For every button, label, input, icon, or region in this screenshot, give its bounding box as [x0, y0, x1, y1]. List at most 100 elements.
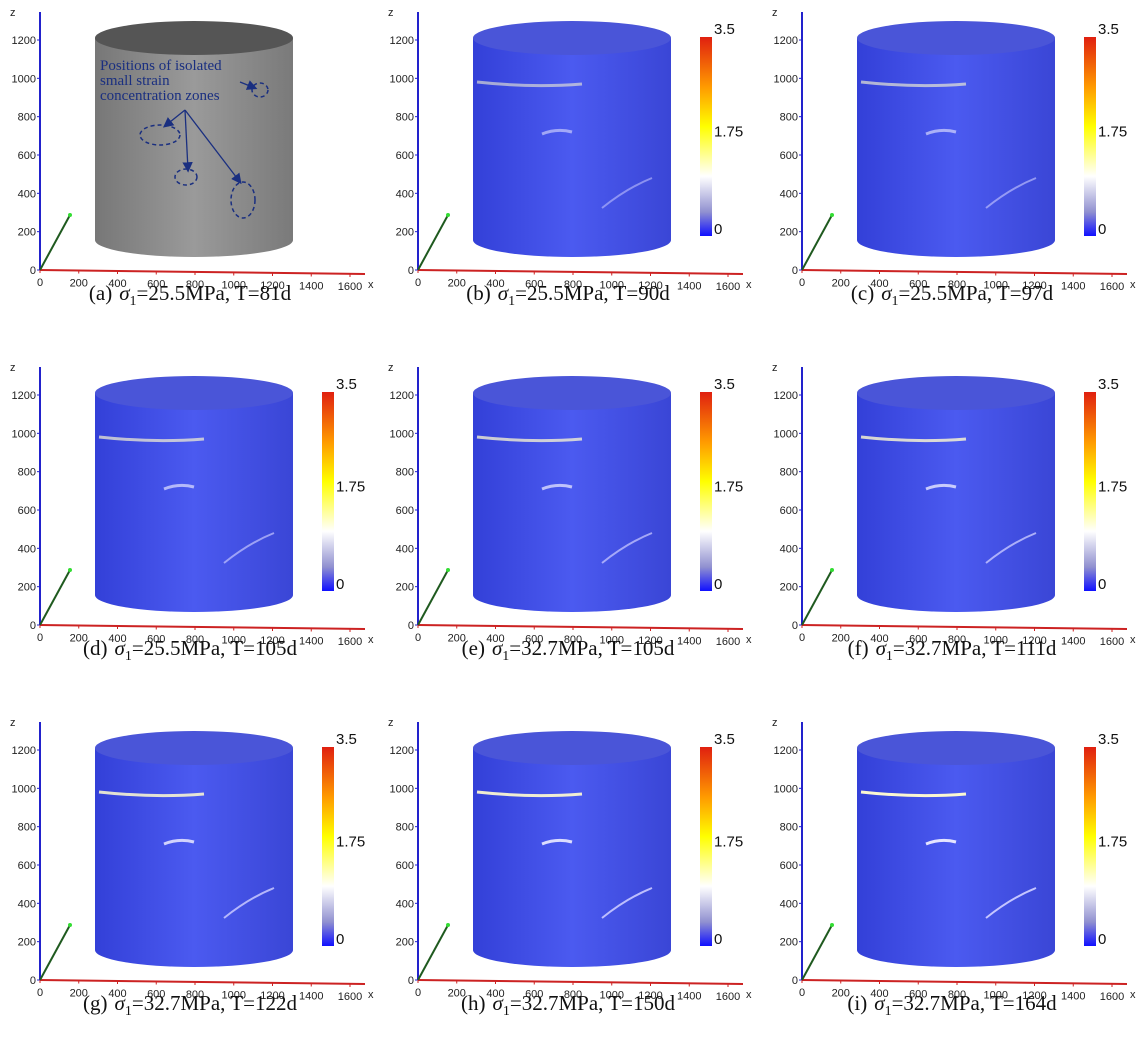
z-tick-label: 1000: [12, 783, 36, 795]
z-tick-label: 1000: [774, 783, 798, 795]
caption-condition: =25.5MPa, T=105d: [132, 636, 298, 660]
panel: 3.51.750zx020040060080010001200020040060…: [10, 717, 374, 1019]
z-tick-label: 400: [18, 898, 36, 910]
x-axis-label: x: [368, 279, 374, 291]
y-axis: [40, 925, 70, 980]
z-tick-label: 200: [18, 937, 36, 949]
y-axis: [802, 925, 832, 980]
x-tick-label: 1600: [338, 991, 362, 1003]
x-tick-label: 1400: [1061, 991, 1085, 1003]
z-tick-label: 200: [780, 227, 798, 239]
y-axis-tip: [830, 923, 834, 927]
z-tick-label: 600: [18, 505, 36, 517]
x-tick-label: 1400: [1061, 636, 1085, 648]
z-tick-label: 1000: [390, 783, 414, 795]
caption: (e)σ1=32.7MPa, T=105d: [462, 636, 675, 664]
caption-label: (i): [847, 991, 867, 1015]
colorbar-mid-label: 1.75: [714, 479, 743, 496]
caption-label: (g): [83, 991, 108, 1015]
caption: (f)σ1=32.7MPa, T=111d: [848, 636, 1057, 664]
x-axis-label: x: [368, 634, 374, 646]
z-tick-label: 200: [396, 582, 414, 594]
caption-condition: =32.7MPa, T=164d: [892, 991, 1058, 1015]
colorbar-max-label: 3.5: [1098, 731, 1119, 748]
x-tick-label: 1400: [1061, 281, 1085, 293]
colorbar-min-label: 0: [714, 221, 722, 238]
z-axis-label: z: [388, 717, 394, 729]
cylinder-top: [473, 731, 671, 765]
caption-condition: =32.7MPa, T=105d: [509, 636, 675, 660]
z-axis-label: z: [772, 7, 778, 19]
cylinder-top: [95, 21, 293, 55]
z-tick-label: 800: [18, 467, 36, 479]
cylinder-top: [473, 376, 671, 410]
colorbar-max-label: 3.5: [1098, 376, 1119, 393]
x-axis: [40, 980, 365, 984]
x-tick-label: 200: [832, 278, 850, 290]
colorbar-mid-label: 1.75: [1098, 124, 1127, 141]
z-tick-label: 1200: [774, 390, 798, 402]
y-axis: [418, 925, 448, 980]
caption-condition: =32.7MPa, T=111d: [893, 636, 1057, 660]
colorbar-min-label: 0: [714, 931, 722, 948]
x-axis-label: x: [746, 989, 752, 1001]
y-axis: [802, 570, 832, 625]
page: {"axes": {"z_label": "z", "x_label": "x"…: [0, 0, 1146, 1045]
caption-label: (c): [851, 281, 874, 305]
cylinder-top: [857, 731, 1055, 765]
caption-label: (a): [89, 281, 112, 305]
caption-subscript: 1: [125, 1004, 132, 1019]
x-tick-label: 1400: [677, 991, 701, 1003]
cylinder-top: [473, 21, 671, 55]
colorbar-max-label: 3.5: [336, 731, 357, 748]
x-axis: [418, 270, 743, 274]
z-axis-label: z: [772, 362, 778, 374]
z-tick-label: 400: [780, 543, 798, 555]
cylinder-body: [857, 38, 1055, 257]
z-tick-label: 800: [396, 112, 414, 124]
z-tick-label: 400: [396, 188, 414, 200]
z-tick-label: 0: [30, 975, 36, 987]
z-tick-label: 0: [408, 975, 414, 987]
caption-condition: =25.5MPa, T=97d: [899, 281, 1054, 305]
z-tick-label: 1200: [12, 745, 36, 757]
caption-subscript: 1: [502, 649, 509, 664]
z-axis-label: z: [388, 362, 394, 374]
z-tick-label: 600: [18, 860, 36, 872]
caption: (b)σ1=25.5MPa, T=90d: [466, 281, 670, 309]
z-tick-label: 0: [792, 620, 798, 632]
caption: (c)σ1=25.5MPa, T=97d: [851, 281, 1054, 309]
z-tick-label: 400: [18, 188, 36, 200]
panel: 3.51.750zx020040060080010001200020040060…: [388, 7, 752, 309]
z-tick-label: 1200: [774, 745, 798, 757]
z-tick-label: 800: [18, 112, 36, 124]
z-tick-label: 0: [408, 265, 414, 277]
z-tick-label: 1000: [390, 428, 414, 440]
cylinder-body: [857, 748, 1055, 967]
z-tick-label: 600: [18, 150, 36, 162]
z-tick-label: 600: [396, 150, 414, 162]
z-tick-label: 200: [18, 582, 36, 594]
z-tick-label: 400: [396, 543, 414, 555]
cylinder-body: [857, 393, 1055, 612]
x-tick-label: 1400: [677, 281, 701, 293]
colorbar-mid-label: 1.75: [714, 834, 743, 851]
y-axis: [802, 215, 832, 270]
z-tick-label: 400: [780, 188, 798, 200]
caption-subscript: 1: [886, 649, 893, 664]
y-axis-tip: [830, 568, 834, 572]
caption-label: (h): [461, 991, 486, 1015]
x-tick-label: 200: [448, 278, 466, 290]
z-tick-label: 600: [396, 860, 414, 872]
x-tick-label: 1400: [299, 636, 323, 648]
colorbar: [322, 747, 334, 946]
caption: (g)σ1=32.7MPa, T=122d: [83, 991, 297, 1019]
z-tick-label: 200: [396, 227, 414, 239]
z-axis-label: z: [772, 717, 778, 729]
y-axis-tip: [830, 213, 834, 217]
z-tick-label: 800: [780, 112, 798, 124]
x-axis: [802, 980, 1127, 984]
x-axis: [40, 270, 365, 274]
caption-condition: =25.5MPa, T=90d: [515, 281, 670, 305]
